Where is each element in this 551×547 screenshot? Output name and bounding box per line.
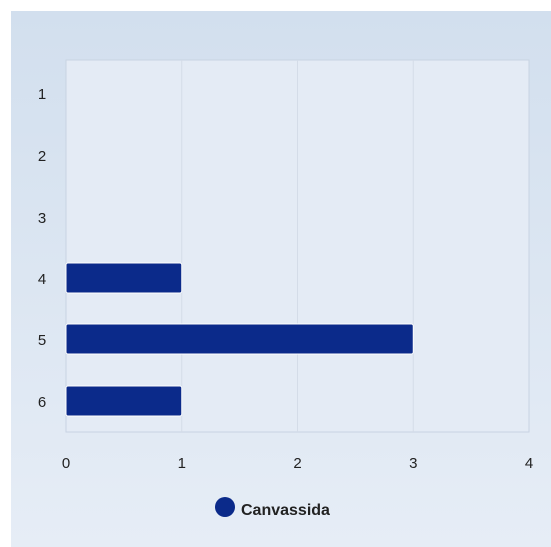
bars: [65, 262, 414, 417]
bar: [65, 323, 414, 355]
legend-marker: [215, 497, 235, 517]
x-tick-label: 2: [293, 455, 301, 472]
y-tick-label: 3: [38, 210, 46, 227]
grid-lines: [181, 60, 414, 432]
y-tick-label: 4: [38, 271, 46, 288]
x-tick-label: 0: [62, 455, 70, 472]
x-axis-labels: 0 1 2 3 4: [62, 455, 533, 472]
y-tick-label: 5: [38, 332, 46, 349]
x-tick-label: 1: [178, 455, 186, 472]
y-tick-label: 1: [38, 86, 46, 103]
x-tick-label: 3: [409, 455, 417, 472]
legend: Canvassida: [215, 497, 330, 519]
x-tick-label: 4: [525, 455, 533, 472]
y-tick-label: 2: [38, 148, 46, 165]
legend-label: Canvassida: [241, 502, 330, 519]
bar: [65, 385, 183, 417]
y-tick-label: 6: [38, 394, 46, 411]
y-axis-labels: 1 2 3 4 5 6: [38, 86, 46, 411]
bar: [65, 262, 183, 294]
